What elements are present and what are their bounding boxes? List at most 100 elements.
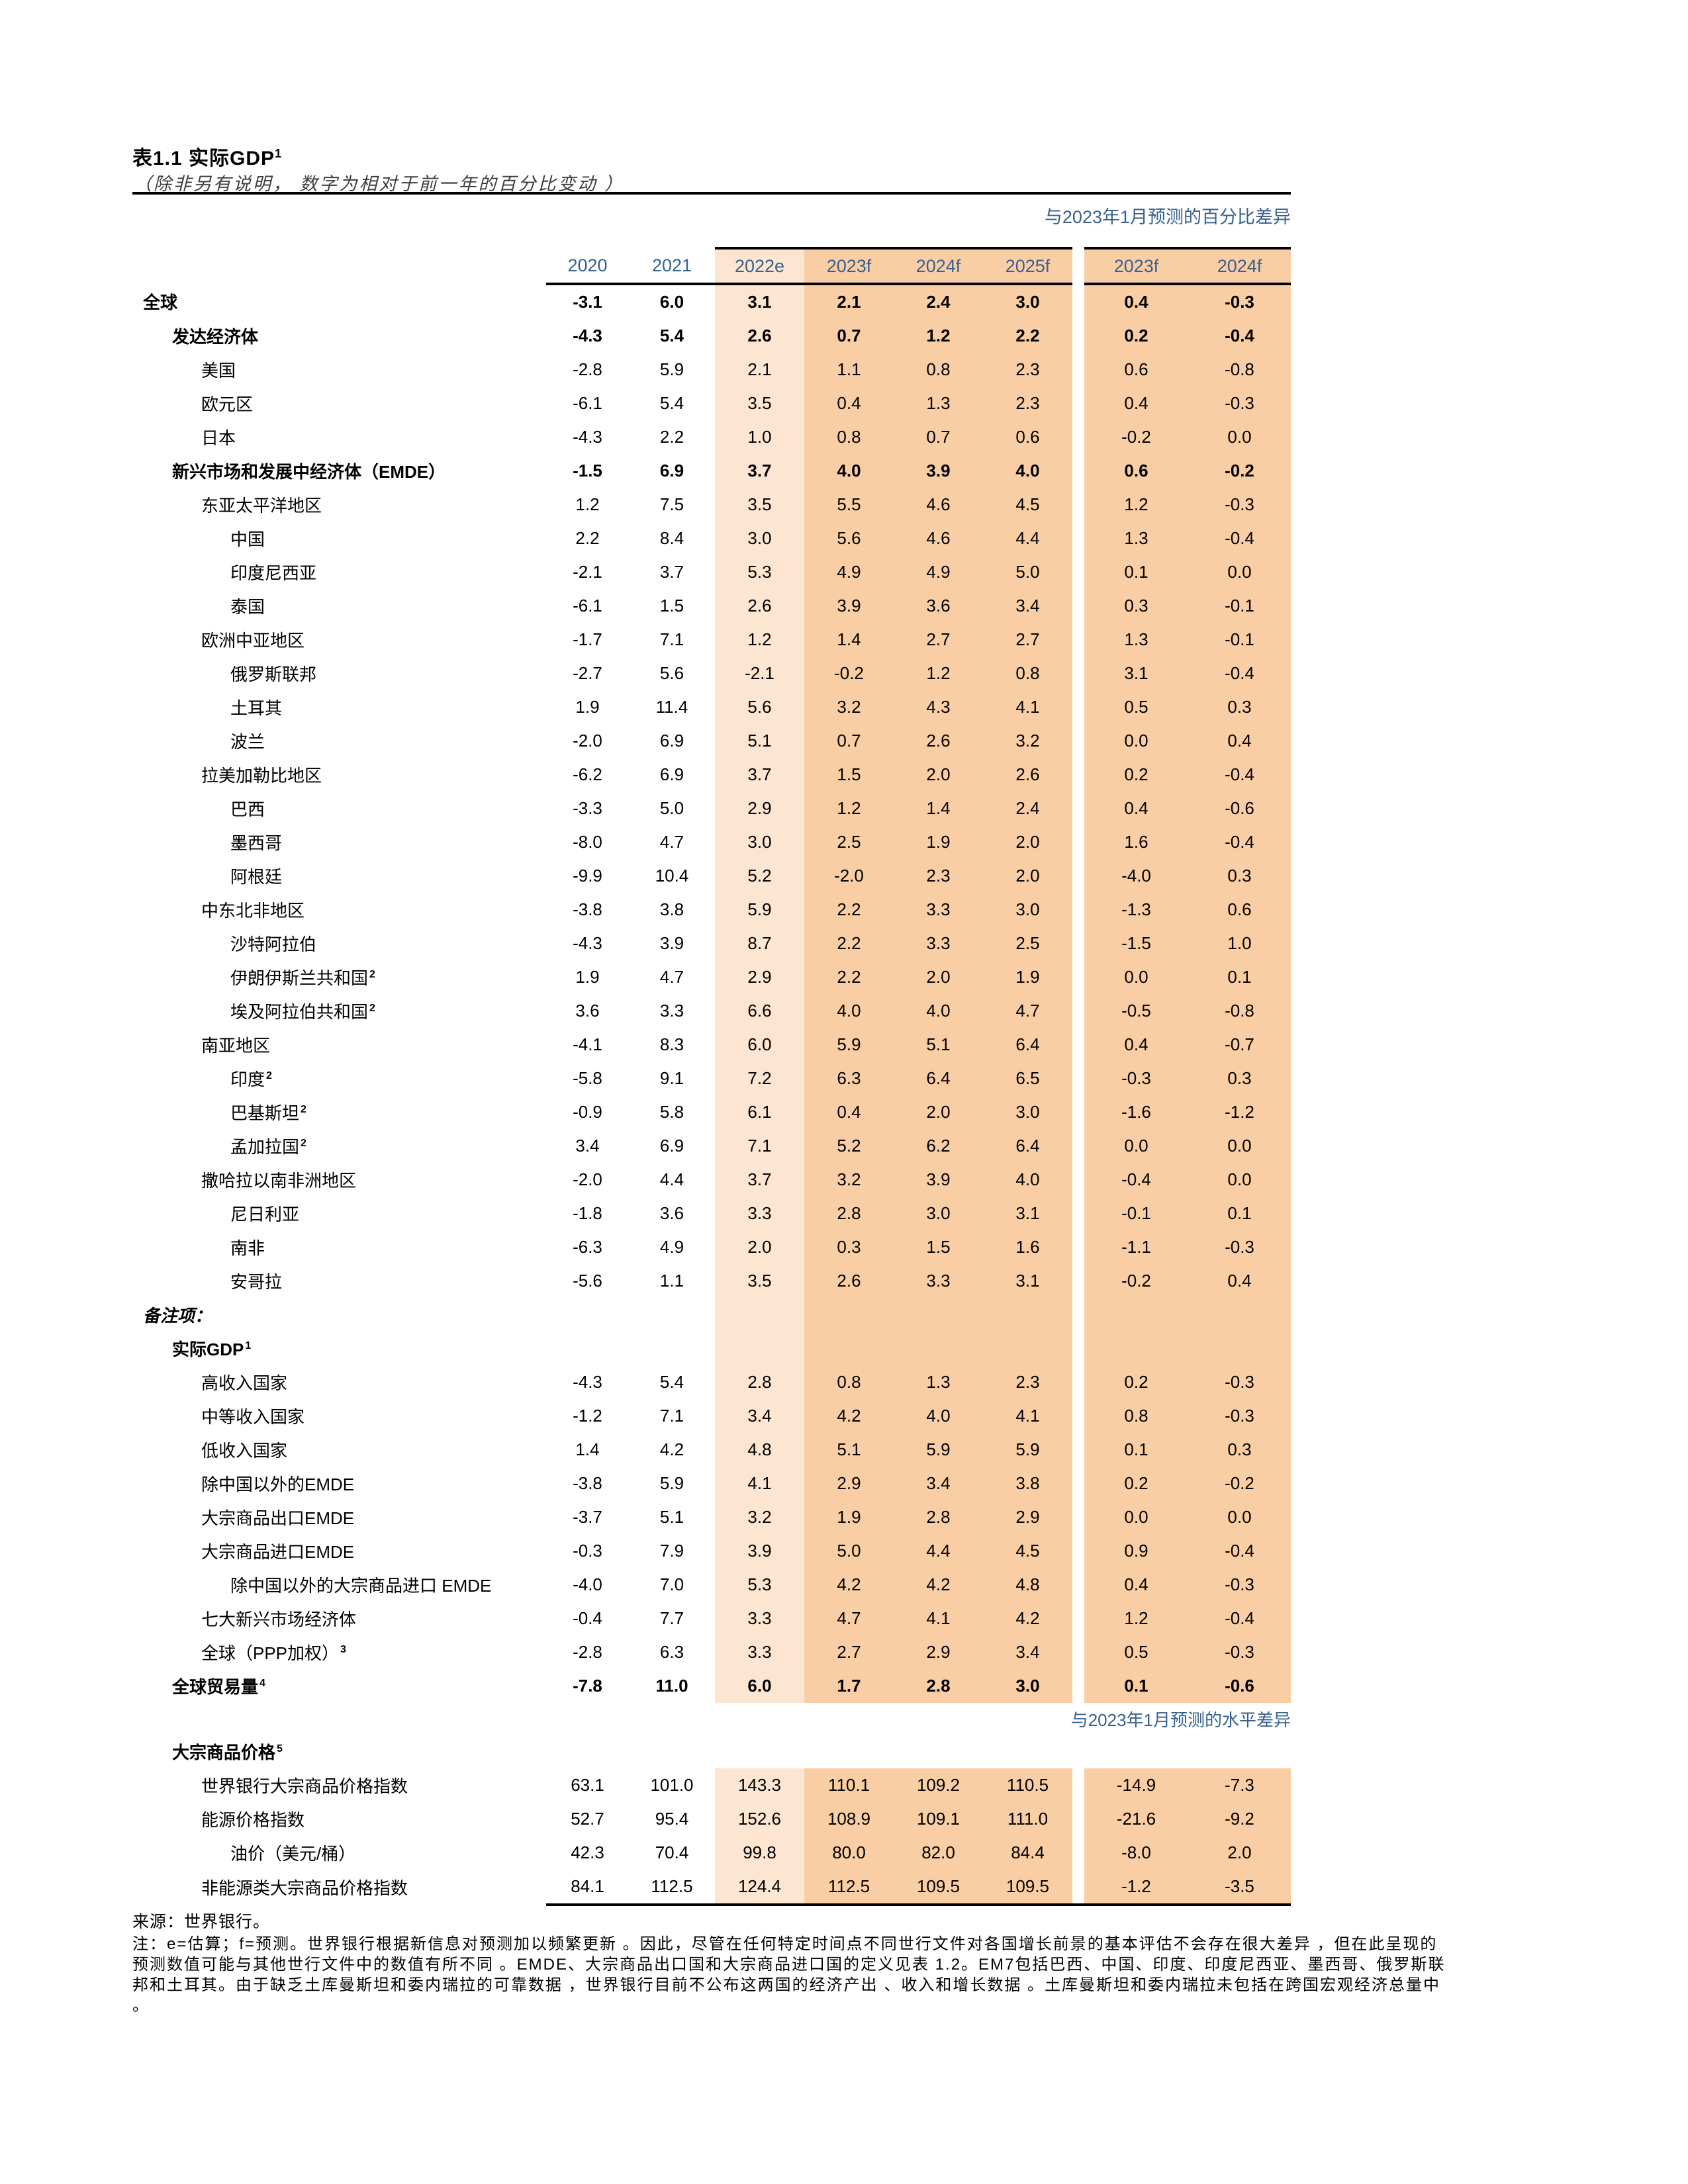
cell-2021: [629, 1332, 715, 1365]
cell-diff-2024f: 0.3: [1188, 690, 1291, 724]
cell-2023f: 4.2: [804, 1399, 894, 1433]
cell-diff-2023f: 0.5: [1084, 1635, 1188, 1669]
cell-2022e: 99.8: [715, 1836, 804, 1870]
cell-2022e: 3.5: [715, 488, 804, 522]
page-title-superscript: 1: [275, 147, 283, 160]
col-header-2020: 2020: [546, 248, 629, 285]
cell-2020: -1.7: [573, 629, 602, 649]
cell-2024f: 2.8: [894, 1669, 983, 1703]
table-row: 拉美加勒比地区 -6.2 6.9 3.7 1.5 2.0 2.6 0.2 -0.4: [132, 758, 1291, 792]
cell-2023f: 1.9: [804, 1500, 894, 1534]
cell-2020: 63.1: [571, 1775, 604, 1795]
cell-2021: 5.4: [659, 326, 684, 345]
row-label: 七大新兴市场经济体: [132, 1602, 546, 1635]
table-row: 土耳其 1.9 11.4 5.6 3.2 4.3 4.1 0.5 0.3: [132, 690, 1291, 724]
row-label: 印度 2: [132, 1062, 546, 1095]
table-row: 欧元区 -6.1 5.4 3.5 0.4 1.3 2.3 0.4 -0.3: [132, 387, 1291, 420]
row-label-text: 埃及阿拉伯共和国: [230, 1002, 369, 1022]
row-label-text: 欧元区: [201, 394, 254, 414]
row-label-text: 非能源类大宗商品价格指数: [201, 1878, 408, 1898]
cell-diff-2023f: -8.0: [1084, 1836, 1188, 1870]
cell-2024f: 1.3: [894, 1365, 983, 1399]
cell-2023f: 4.7: [804, 1602, 894, 1635]
cell-2025f: [983, 1332, 1072, 1365]
cell-2020: -4.3: [573, 1372, 602, 1392]
column-gap: [1072, 1399, 1084, 1433]
cell-2022e: 6.1: [715, 1095, 804, 1129]
cell-diff-2023f: 0.4: [1084, 1028, 1188, 1062]
cell-2021: 5.1: [659, 1507, 684, 1527]
cell-diff-2024f: -0.6: [1188, 792, 1291, 825]
column-gap: [1072, 1802, 1084, 1836]
cell-2025f: 6.5: [983, 1062, 1072, 1095]
cell-2021: 4.2: [659, 1439, 684, 1459]
row-label-superscript: 2: [369, 969, 375, 981]
row-label: 能源价格指数: [132, 1802, 546, 1836]
cell-2022e: 3.5: [715, 1264, 804, 1298]
cell-2023f: 112.5: [804, 1870, 894, 1906]
cell-diff-2024f: 0.1: [1188, 1197, 1291, 1230]
cell-2020: -2.1: [573, 562, 602, 582]
cell-2023f: 1.5: [804, 758, 894, 792]
row-label: 非能源类大宗商品价格指数: [132, 1870, 546, 1905]
cell-diff-2024f: -0.3: [1188, 1230, 1291, 1264]
cell-2020: -3.7: [573, 1507, 602, 1527]
table-row: 除中国以外的EMDE -3.8 5.9 4.1 2.9 3.4 3.8 0.2 -0.2: [132, 1467, 1291, 1500]
cell-2021: 1.1: [659, 1271, 684, 1291]
cell-diff-2024f: -3.5: [1188, 1870, 1291, 1906]
cell-2025f: 2.3: [983, 387, 1072, 420]
cell-2020: 1.9: [575, 697, 600, 717]
row-label-text: 新兴市场和发展中经济体（EMDE）: [172, 462, 446, 482]
col-header-2025f: 2025f: [983, 247, 1072, 285]
cell-2022e: [715, 1332, 804, 1365]
cell-2022e: 5.1: [715, 724, 804, 758]
column-gap: [1072, 555, 1084, 589]
row-label-superscript: 2: [369, 1003, 375, 1015]
cell-2022e: 152.6: [715, 1802, 804, 1836]
cell-2021: 3.9: [659, 933, 684, 953]
cell-2023f: 2.2: [804, 927, 894, 960]
col-header-diff-2023f: 2023f: [1084, 247, 1188, 285]
cell-diff-2023f: 0.2: [1084, 319, 1188, 353]
cell-2021: 5.9: [659, 1473, 684, 1493]
row-label-text: 东亚太平洋地区: [201, 496, 322, 516]
table-row: 全球贸易量 4 -7.8 11.0 6.0 1.7 2.8 3.0 0.1 -0.6: [132, 1669, 1291, 1703]
row-label: 埃及阿拉伯共和国 2: [132, 994, 546, 1028]
table-row: 世界银行大宗商品价格指数 63.1 101.0 143.3 110.1 109.2 110.…: [132, 1768, 1291, 1802]
cell-diff-2024f: -0.2: [1188, 454, 1291, 488]
cell-2023f: 5.0: [804, 1534, 894, 1568]
row-label: 新兴市场和发展中经济体（EMDE）: [132, 454, 546, 488]
cell-diff-2023f: 0.0: [1084, 724, 1188, 758]
cell-2023f: 0.4: [804, 1095, 894, 1129]
cell-2024f: 2.0: [894, 1095, 983, 1129]
cell-2023f: 1.7: [804, 1669, 894, 1703]
cell-2025f: 5.9: [983, 1433, 1072, 1467]
cell-2020: [546, 1332, 629, 1365]
row-label-text: 泰国: [230, 597, 265, 617]
footnote-line: 注：e=估算；f=预测。世界银行根据新信息对预测加以频繁更新 。因此，尽管在任何…: [132, 1935, 1438, 1953]
table-row: 俄罗斯联邦 -2.7 5.6 -2.1 -0.2 1.2 0.8 3.1 -0.4: [132, 657, 1291, 690]
table-row: 安哥拉 -5.6 1.1 3.5 2.6 3.3 3.1 -0.2 0.4: [132, 1264, 1291, 1298]
cell-2023f: 3.2: [804, 1163, 894, 1197]
row-label-text: 全球（PPP加权）: [201, 1643, 340, 1663]
cell-2022e: 5.3: [715, 1568, 804, 1602]
column-gap: [1072, 454, 1084, 488]
cell-diff-2023f: 0.3: [1084, 589, 1188, 623]
cell-diff-2023f: -1.6: [1084, 1095, 1188, 1129]
cell-diff-2024f: -0.3: [1188, 284, 1291, 319]
cell-2023f: 0.4: [804, 387, 894, 420]
column-gap: [1072, 1534, 1084, 1568]
row-label-text: 南亚地区: [201, 1036, 271, 1056]
column-gap: [1072, 1332, 1084, 1365]
cell-diff-2023f: -0.4: [1084, 1163, 1188, 1197]
cell-diff-2024f: -9.2: [1188, 1802, 1291, 1836]
cell-2025f: 3.0: [983, 1095, 1072, 1129]
cell-2020: -5.8: [573, 1068, 602, 1088]
cell-2025f: 4.7: [983, 994, 1072, 1028]
column-gap: [1072, 859, 1084, 893]
cell-diff-2024f: [1188, 1298, 1291, 1332]
cell-2020: -6.1: [573, 596, 602, 615]
table-row: 沙特阿拉伯 -4.3 3.9 8.7 2.2 3.3 2.5 -1.5 1.0: [132, 927, 1291, 960]
table-row: 非能源类大宗商品价格指数 84.1 112.5 124.4 112.5 109.5 109.…: [132, 1870, 1291, 1906]
row-label: 美国: [132, 353, 546, 387]
